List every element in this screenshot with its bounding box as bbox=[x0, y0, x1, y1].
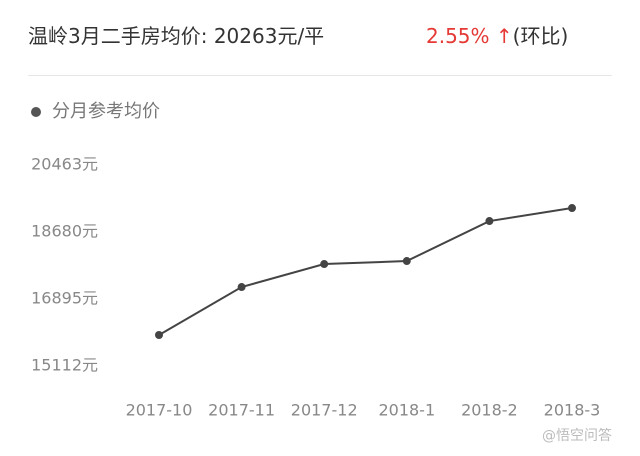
header-title: 温岭3月二手房均价: 20263元/平 bbox=[28, 24, 325, 48]
y-tick-label: 18680元 bbox=[31, 221, 98, 240]
x-tick-label: 2017-10 bbox=[126, 401, 193, 420]
point bbox=[155, 331, 163, 340]
x-tick-label: 2017-11 bbox=[208, 401, 275, 420]
line bbox=[158, 207, 573, 336]
x-tick-label: 2018-1 bbox=[378, 401, 435, 420]
point bbox=[485, 217, 494, 226]
x-tick-label: 2018-2 bbox=[461, 401, 518, 420]
header-change: 2.55% ↑(环比) bbox=[426, 20, 568, 49]
change-value: 2.55% ↑ bbox=[426, 24, 513, 48]
point bbox=[568, 204, 576, 213]
y-tick-label: 16895元 bbox=[31, 289, 98, 308]
y-tick-label: 15112元 bbox=[31, 356, 98, 375]
divider bbox=[28, 75, 612, 76]
point bbox=[237, 283, 246, 292]
point bbox=[402, 257, 411, 266]
change-note: (环比) bbox=[512, 24, 569, 48]
legend-dot bbox=[31, 107, 41, 117]
x-tick-label: 2018-3 bbox=[544, 401, 601, 420]
legend-label: 分月参考均价 bbox=[52, 101, 160, 122]
x-tick-label: 2017-12 bbox=[291, 401, 358, 420]
y-tick-label: 20463元 bbox=[31, 155, 98, 174]
point bbox=[320, 260, 329, 269]
watermark: @悟空问答 bbox=[542, 427, 612, 444]
